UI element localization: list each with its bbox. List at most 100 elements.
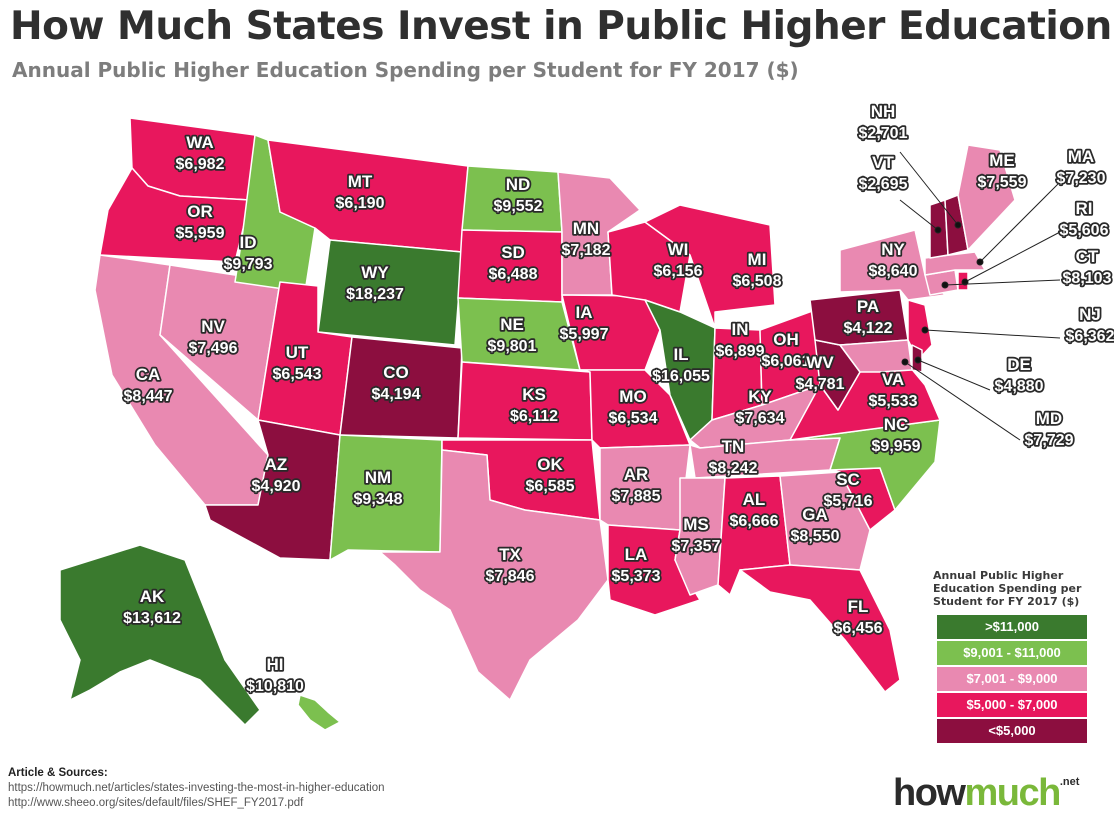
state-value-mt: $6,190 [336, 195, 385, 212]
state-label-ut: UT [286, 343, 309, 362]
legend-item-5000-7000: $5,000 - $7,000 [937, 693, 1087, 717]
logo-much: much [964, 772, 1061, 814]
legend-item-9001-11000: $9,001 - $11,000 [937, 641, 1087, 665]
leader-line-ma [979, 179, 1063, 263]
state-value-nh: $2,701 [859, 125, 908, 142]
state-value-ia: $5,997 [560, 326, 609, 343]
leader-line-ri [964, 231, 1061, 283]
state-shape-wy [317, 239, 463, 346]
state-label-ks: KS [522, 385, 546, 404]
source-link-1[interactable]: https://howmuch.net/articles/states-inve… [8, 782, 385, 794]
state-shape-me [957, 144, 1016, 251]
state-label-ct: CT [1076, 247, 1099, 266]
state-label-nm: NM [365, 468, 391, 487]
logo-how: how [893, 772, 966, 814]
state-shape-mi [644, 204, 776, 329]
logo-net: .net [1059, 776, 1080, 788]
state-label-il: IL [673, 345, 688, 364]
state-label-ny: NY [881, 240, 905, 259]
state-value-wi: $6,156 [654, 263, 703, 280]
state-shape-ak [59, 544, 261, 726]
state-label-de: DE [1007, 355, 1031, 374]
state-label-wy: WY [361, 263, 389, 282]
state-value-me: $7,559 [978, 174, 1027, 191]
state-value-nc: $9,959 [872, 438, 921, 455]
state-value-va: $5,533 [869, 393, 918, 410]
legend-title: Annual Public Higher Education Spending … [933, 569, 1082, 608]
state-value-ct: $8,103 [1063, 270, 1112, 287]
state-label-nc: NC [884, 415, 909, 434]
state-value-ky: $7,634 [736, 410, 785, 427]
state-shape-tx [379, 449, 609, 701]
leader-line-vt [899, 199, 939, 231]
state-value-la: $5,373 [612, 568, 661, 585]
state-value-ne: $9,801 [488, 338, 537, 355]
state-label-sc: SC [836, 470, 860, 489]
state-shape-ma [924, 251, 986, 276]
leader-dot-nh [954, 221, 962, 229]
state-shape-nj [907, 299, 933, 361]
leader-dot-ma [976, 258, 984, 266]
state-label-ca: CA [136, 365, 161, 384]
state-label-la: LA [625, 545, 648, 564]
map-subtitle: Annual Public Higher Education Spending … [12, 58, 799, 82]
state-label-wi: WI [668, 240, 689, 259]
leader-line-md [904, 361, 1021, 441]
state-value-il: $16,055 [652, 368, 710, 385]
state-value-ks: $6,112 [510, 408, 558, 425]
state-label-oh: OH [773, 330, 799, 349]
state-value-sd: $6,488 [489, 266, 538, 283]
state-value-or: $5,959 [176, 225, 225, 242]
state-value-mi: $6,508 [733, 273, 782, 290]
legend-item-lt5000: <$5,000 [937, 719, 1087, 743]
state-value-pa: $4,122 [844, 320, 893, 337]
state-shape-fl [739, 564, 901, 693]
state-value-in: $6,899 [716, 343, 765, 360]
state-label-ms: MS [683, 515, 709, 534]
state-label-nj: NJ [1079, 305, 1101, 324]
state-value-nv: $7,496 [189, 340, 238, 357]
state-value-wa: $6,982 [176, 156, 225, 173]
leader-dot-ri [961, 278, 969, 286]
state-value-ms: $7,357 [672, 538, 721, 555]
source-link-2[interactable]: http://www.sheeo.org/sites/default/files… [8, 797, 304, 809]
sources-header: Article & Sources: [8, 767, 108, 779]
state-label-or: OR [187, 202, 213, 221]
state-value-vt: $2,695 [859, 176, 908, 193]
state-label-ak: AK [140, 587, 165, 606]
state-value-ri: $5,606 [1060, 222, 1109, 239]
leader-line-nj [924, 329, 1061, 339]
state-shape-nc [789, 419, 941, 511]
state-label-nh: NH [871, 102, 896, 121]
state-label-nv: NV [201, 317, 225, 336]
leader-line-de [917, 359, 991, 391]
state-value-wv: $4,781 [796, 376, 845, 393]
state-label-va: VA [882, 370, 904, 389]
state-value-ut: $6,543 [273, 366, 322, 383]
state-value-ar: $7,885 [612, 488, 661, 505]
state-value-de: $4,880 [995, 378, 1044, 395]
state-label-ma: MA [1068, 147, 1094, 166]
state-shape-ga [779, 471, 871, 571]
state-value-ak: $13,612 [123, 610, 181, 627]
state-value-tn: $8,242 [709, 460, 758, 477]
leader-dot-md [901, 358, 909, 366]
state-value-oh: $6,061 [762, 353, 811, 370]
state-value-md: $7,729 [1025, 432, 1074, 449]
leader-dot-de [914, 356, 922, 364]
state-label-tx: TX [499, 545, 521, 564]
state-label-ky: KY [748, 387, 772, 406]
howmuch-logo[interactable]: howmuch.net [893, 772, 1079, 815]
state-label-ok: OK [537, 455, 563, 474]
state-value-ny: $8,640 [869, 263, 918, 280]
leader-dot-ct [941, 281, 949, 289]
state-value-nj: $6,362 [1066, 328, 1114, 345]
state-label-hi: HI [267, 655, 284, 674]
state-value-ga: $8,550 [791, 528, 840, 545]
state-label-mo: MO [619, 387, 646, 406]
state-value-nd: $9,552 [494, 198, 543, 215]
state-label-sd: SD [501, 243, 525, 262]
state-label-mi: MI [748, 250, 767, 269]
sources-block: Article & Sources: https://howmuch.net/a… [8, 766, 384, 811]
